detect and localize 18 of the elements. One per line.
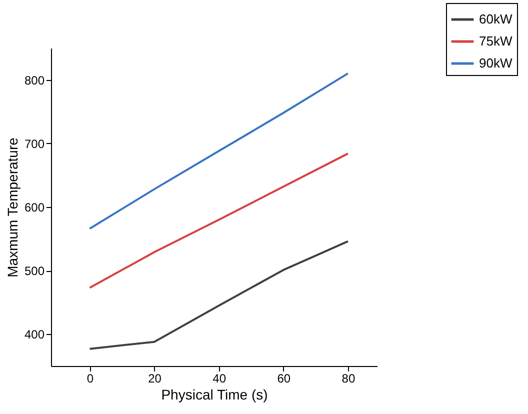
x-tick-label: 60 — [277, 372, 291, 386]
line-series — [88, 72, 349, 230]
x-tick-label: 20 — [148, 372, 162, 386]
legend-label: 75kW — [479, 34, 513, 48]
y-tick-label: 500 — [24, 264, 45, 278]
x-tick-label: 80 — [342, 372, 356, 386]
legend-label: 90kW — [479, 56, 513, 70]
x-axis-title: Physical Time (s) — [161, 386, 268, 402]
x-tick-label: 40 — [212, 372, 226, 386]
y-tick-label: 700 — [24, 136, 45, 151]
y-tick-label: 600 — [24, 200, 45, 214]
legend-label: 60kW — [479, 12, 513, 26]
x-tick-label: 0 — [86, 372, 94, 386]
line-series — [88, 240, 349, 350]
y-axis-title: Maxmum Temperature — [4, 137, 20, 278]
line-series — [88, 152, 349, 289]
y-tick-label: 400 — [24, 328, 45, 342]
y-tick-label: 800 — [24, 73, 45, 88]
